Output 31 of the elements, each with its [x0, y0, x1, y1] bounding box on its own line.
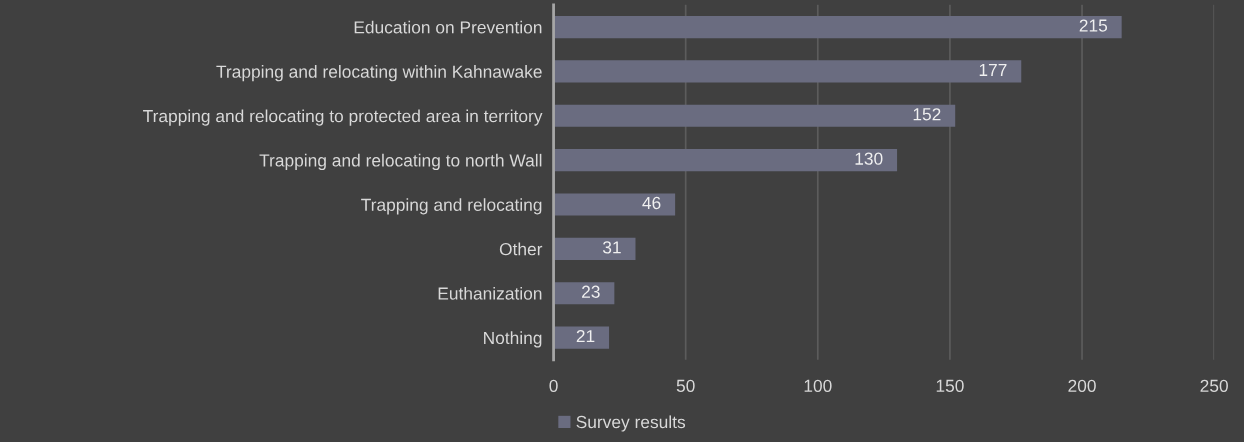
data-label: 46: [642, 196, 661, 210]
y-tick-label: Other: [499, 242, 543, 256]
y-tick-label: Nothing: [484, 331, 542, 348]
bar: [553, 149, 898, 172]
bar: [553, 237, 636, 260]
data-label: 177: [979, 63, 1007, 76]
data-label: 31: [602, 241, 621, 254]
bar: [553, 326, 610, 349]
y-tick-label: Trapping and relocating: [361, 198, 542, 215]
x-tick-label: 50: [676, 379, 695, 392]
data-label: 23: [582, 285, 600, 298]
y-tick-label: Trapping and relocating within Kahnawake: [216, 65, 542, 82]
y-tick-label: Trapping and relocating to protected area in territory: [143, 109, 543, 126]
legend-label: Survey results: [576, 415, 686, 432]
bar: [553, 282, 615, 305]
bar: [553, 60, 1022, 83]
x-tick-label: 100: [804, 379, 832, 392]
x-tick-label: 0: [549, 379, 558, 392]
data-label: 130: [855, 152, 883, 165]
bar: [553, 104, 956, 127]
x-tick-label: 200: [1068, 379, 1096, 392]
y-tick-label: Education on Prevention: [354, 20, 542, 34]
x-tick-label: 250: [1200, 379, 1228, 392]
y-tick-label: Trapping and relocating to north Wall: [259, 153, 542, 171]
data-label: 21: [576, 329, 595, 343]
y-tick-label: Euthanization: [438, 286, 542, 300]
bar: [553, 15, 1122, 39]
data-label: 152: [913, 108, 941, 121]
x-tick-label: 150: [936, 379, 964, 392]
bar: [553, 193, 676, 216]
data-label: 215: [1079, 19, 1108, 32]
